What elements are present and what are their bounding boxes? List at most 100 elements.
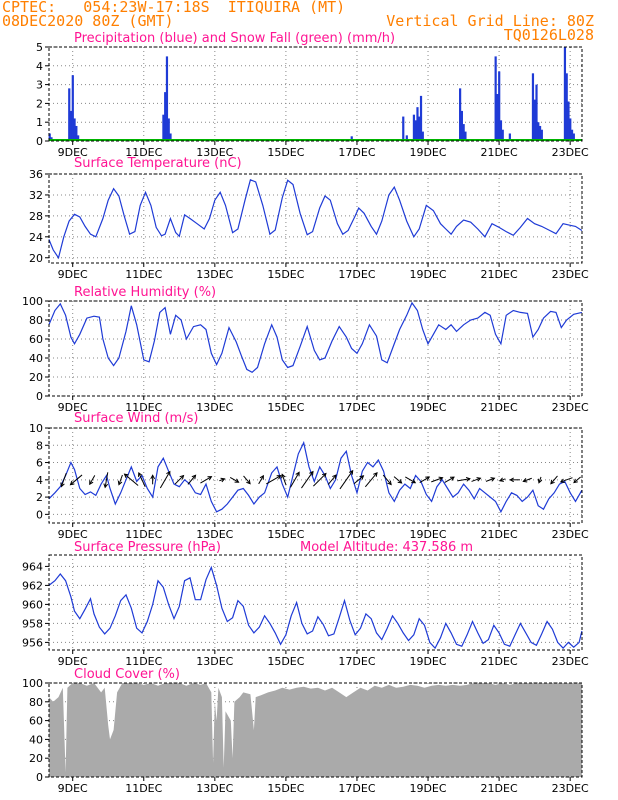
wind-arrow-shaft — [431, 477, 443, 483]
wind-arrow-head — [490, 477, 496, 482]
precip-bar — [418, 116, 421, 141]
wind-arrow-shaft — [138, 472, 146, 487]
temp-xtick-label: 9DEC — [58, 268, 88, 281]
precip-bar — [459, 88, 462, 141]
wind-arrow-head — [397, 479, 403, 484]
wind-arrow-head — [359, 475, 365, 480]
header-station: CPTEC: 054:23W-17:18S ITIQUIRA (MT) — [2, 0, 346, 16]
wind-arrow-head — [438, 476, 444, 482]
wind-arrow-head — [411, 479, 417, 484]
wind-arrow — [229, 476, 240, 483]
wind-arrow — [457, 476, 471, 482]
wind-arrow-head — [60, 482, 65, 488]
wind-arrow-head — [220, 477, 226, 483]
wind-arrow-head — [89, 480, 94, 486]
wind-arrow-shaft — [444, 476, 455, 483]
pres-ytick-label: 956 — [22, 636, 43, 649]
wind-arrow-head — [191, 474, 197, 480]
wind-xtick-label: 13DEC — [196, 528, 233, 541]
wind-arrow-shaft — [313, 473, 327, 487]
wind-ytick-label: 0 — [36, 508, 43, 521]
wind-ytick-label: 2 — [36, 491, 43, 504]
wind-arrow — [187, 474, 197, 485]
wind-arrow-head — [150, 474, 156, 480]
wind-arrow-head — [387, 480, 392, 486]
precip-bar — [167, 118, 170, 141]
wind-arrow — [550, 475, 558, 485]
precip-bar — [405, 135, 408, 141]
wind-arrow-shaft — [405, 476, 416, 484]
rh-title: Relative Humidity (%) — [74, 285, 216, 300]
wind-series-line — [48, 440, 583, 514]
wind-arrow — [382, 474, 392, 486]
precip-bar — [565, 73, 568, 141]
wind-arrow-head — [234, 478, 240, 483]
precip-xtick-label: 21DEC — [481, 146, 518, 159]
wind-arrow-shaft — [393, 476, 402, 484]
wind-arrow-head — [321, 472, 327, 478]
wind-arrow-head — [259, 474, 264, 480]
wind-arrow — [364, 472, 378, 488]
wind-arrow-head — [123, 473, 129, 479]
wind-arrow-head — [573, 478, 578, 484]
wind-arrow-shaft — [281, 474, 287, 486]
wind-arrow — [498, 477, 506, 482]
precip-bar — [569, 118, 572, 141]
wind-frame — [48, 427, 583, 524]
precip-bar — [402, 116, 405, 141]
rh-xtick-label: 13DEC — [196, 401, 233, 414]
precip-xtick-label: 17DEC — [338, 146, 375, 159]
wind-ytick-label: 10 — [29, 422, 43, 435]
precip-bar — [572, 133, 575, 141]
rh-xtick-label: 11DEC — [125, 401, 162, 414]
wind-arrow-head — [348, 469, 354, 475]
wind-arrow-shaft — [229, 476, 239, 483]
temp-xtick-label: 23DEC — [552, 268, 589, 281]
precip-bar — [412, 114, 416, 141]
pres-xtick-label: 19DEC — [409, 655, 446, 668]
pres-ytick-label: 964 — [22, 560, 43, 573]
wind-arrow-head — [425, 476, 431, 481]
precip-bar — [570, 129, 574, 141]
precip-bar — [164, 92, 167, 141]
wind-arrow — [339, 469, 354, 490]
precip-bar — [533, 99, 536, 141]
precip-bar — [567, 101, 570, 141]
pres-panel — [45, 554, 583, 654]
precip-bar — [421, 131, 424, 141]
cloud-xtick-label: 15DEC — [267, 782, 304, 795]
wind-arrow-head — [476, 477, 482, 482]
wind-arrow-shaft — [485, 477, 495, 482]
wind-arrow-shaft — [89, 475, 96, 485]
temp-ytick-label: 32 — [29, 189, 43, 202]
wind-arrow-shaft — [550, 475, 558, 485]
precip-bar — [464, 131, 467, 141]
rh-ytick-label: 40 — [29, 352, 43, 365]
cloud-xtick-label: 19DEC — [409, 782, 446, 795]
precip-bar — [77, 135, 80, 141]
header-grid-note: Vertical Grid Line: 80Z — [386, 12, 594, 30]
precip-bar — [416, 107, 419, 141]
wind-arrow-shaft — [243, 475, 251, 485]
wind-arrow-head — [332, 474, 337, 480]
wind-arrow-head — [537, 478, 543, 484]
wind-arrow-shaft — [457, 478, 470, 482]
precip-bar — [165, 56, 169, 141]
pres-xtick-label: 17DEC — [338, 655, 375, 668]
precip-bar — [537, 122, 540, 141]
wind-arrow-head — [509, 477, 514, 483]
precip-xtick-label: 13DEC — [196, 146, 233, 159]
wind-arrow-shaft — [327, 474, 337, 485]
rh-xtick-label: 17DEC — [338, 401, 375, 414]
wind-arrow-head — [550, 479, 555, 485]
rh-xtick-label: 23DEC — [552, 401, 589, 414]
precip-ytick-label: 4 — [36, 60, 43, 73]
wind-arrow-head — [207, 476, 213, 481]
cloud-xtick-label: 21DEC — [481, 782, 518, 795]
precip-xtick-label: 19DEC — [409, 146, 446, 159]
wind-arrow — [573, 476, 581, 484]
wind-arrow-shaft — [118, 474, 123, 485]
precip-bar — [462, 124, 465, 141]
wind-xtick-label: 9DEC — [58, 528, 88, 541]
temp-ytick-label: 24 — [29, 231, 43, 244]
